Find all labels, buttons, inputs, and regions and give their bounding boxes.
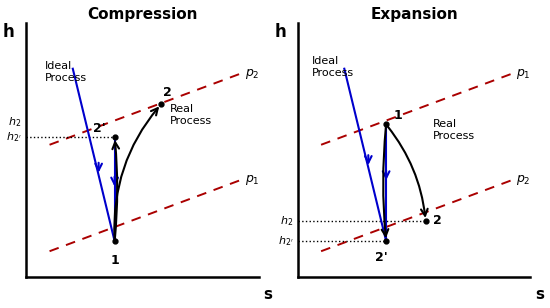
Text: h: h: [274, 23, 287, 41]
Text: s: s: [535, 287, 544, 302]
Text: $h_{2'}$: $h_{2'}$: [6, 130, 21, 144]
Text: $p_2$: $p_2$: [516, 173, 531, 187]
Text: 2: 2: [163, 86, 172, 99]
Text: $p_1$: $p_1$: [245, 173, 260, 187]
Text: $h_2$: $h_2$: [8, 115, 21, 129]
Text: s: s: [263, 287, 272, 302]
Text: 1: 1: [393, 109, 402, 122]
Text: 1: 1: [110, 254, 119, 267]
Text: Real
Process: Real Process: [433, 120, 475, 141]
Text: Ideal
Process: Ideal Process: [312, 56, 354, 78]
Text: $p_1$: $p_1$: [516, 67, 531, 81]
Text: $p_2$: $p_2$: [245, 67, 259, 81]
Text: 2: 2: [433, 214, 441, 227]
Title: Compression: Compression: [87, 7, 198, 22]
Text: 2': 2': [92, 122, 105, 135]
Text: $h_{2'}$: $h_{2'}$: [278, 234, 293, 248]
Text: Ideal
Process: Ideal Process: [45, 61, 87, 83]
Text: Real
Process: Real Process: [170, 104, 212, 126]
Text: h: h: [3, 23, 15, 41]
Title: Expansion: Expansion: [370, 7, 458, 22]
Text: 2': 2': [375, 251, 388, 264]
Text: $h_2$: $h_2$: [280, 214, 293, 228]
